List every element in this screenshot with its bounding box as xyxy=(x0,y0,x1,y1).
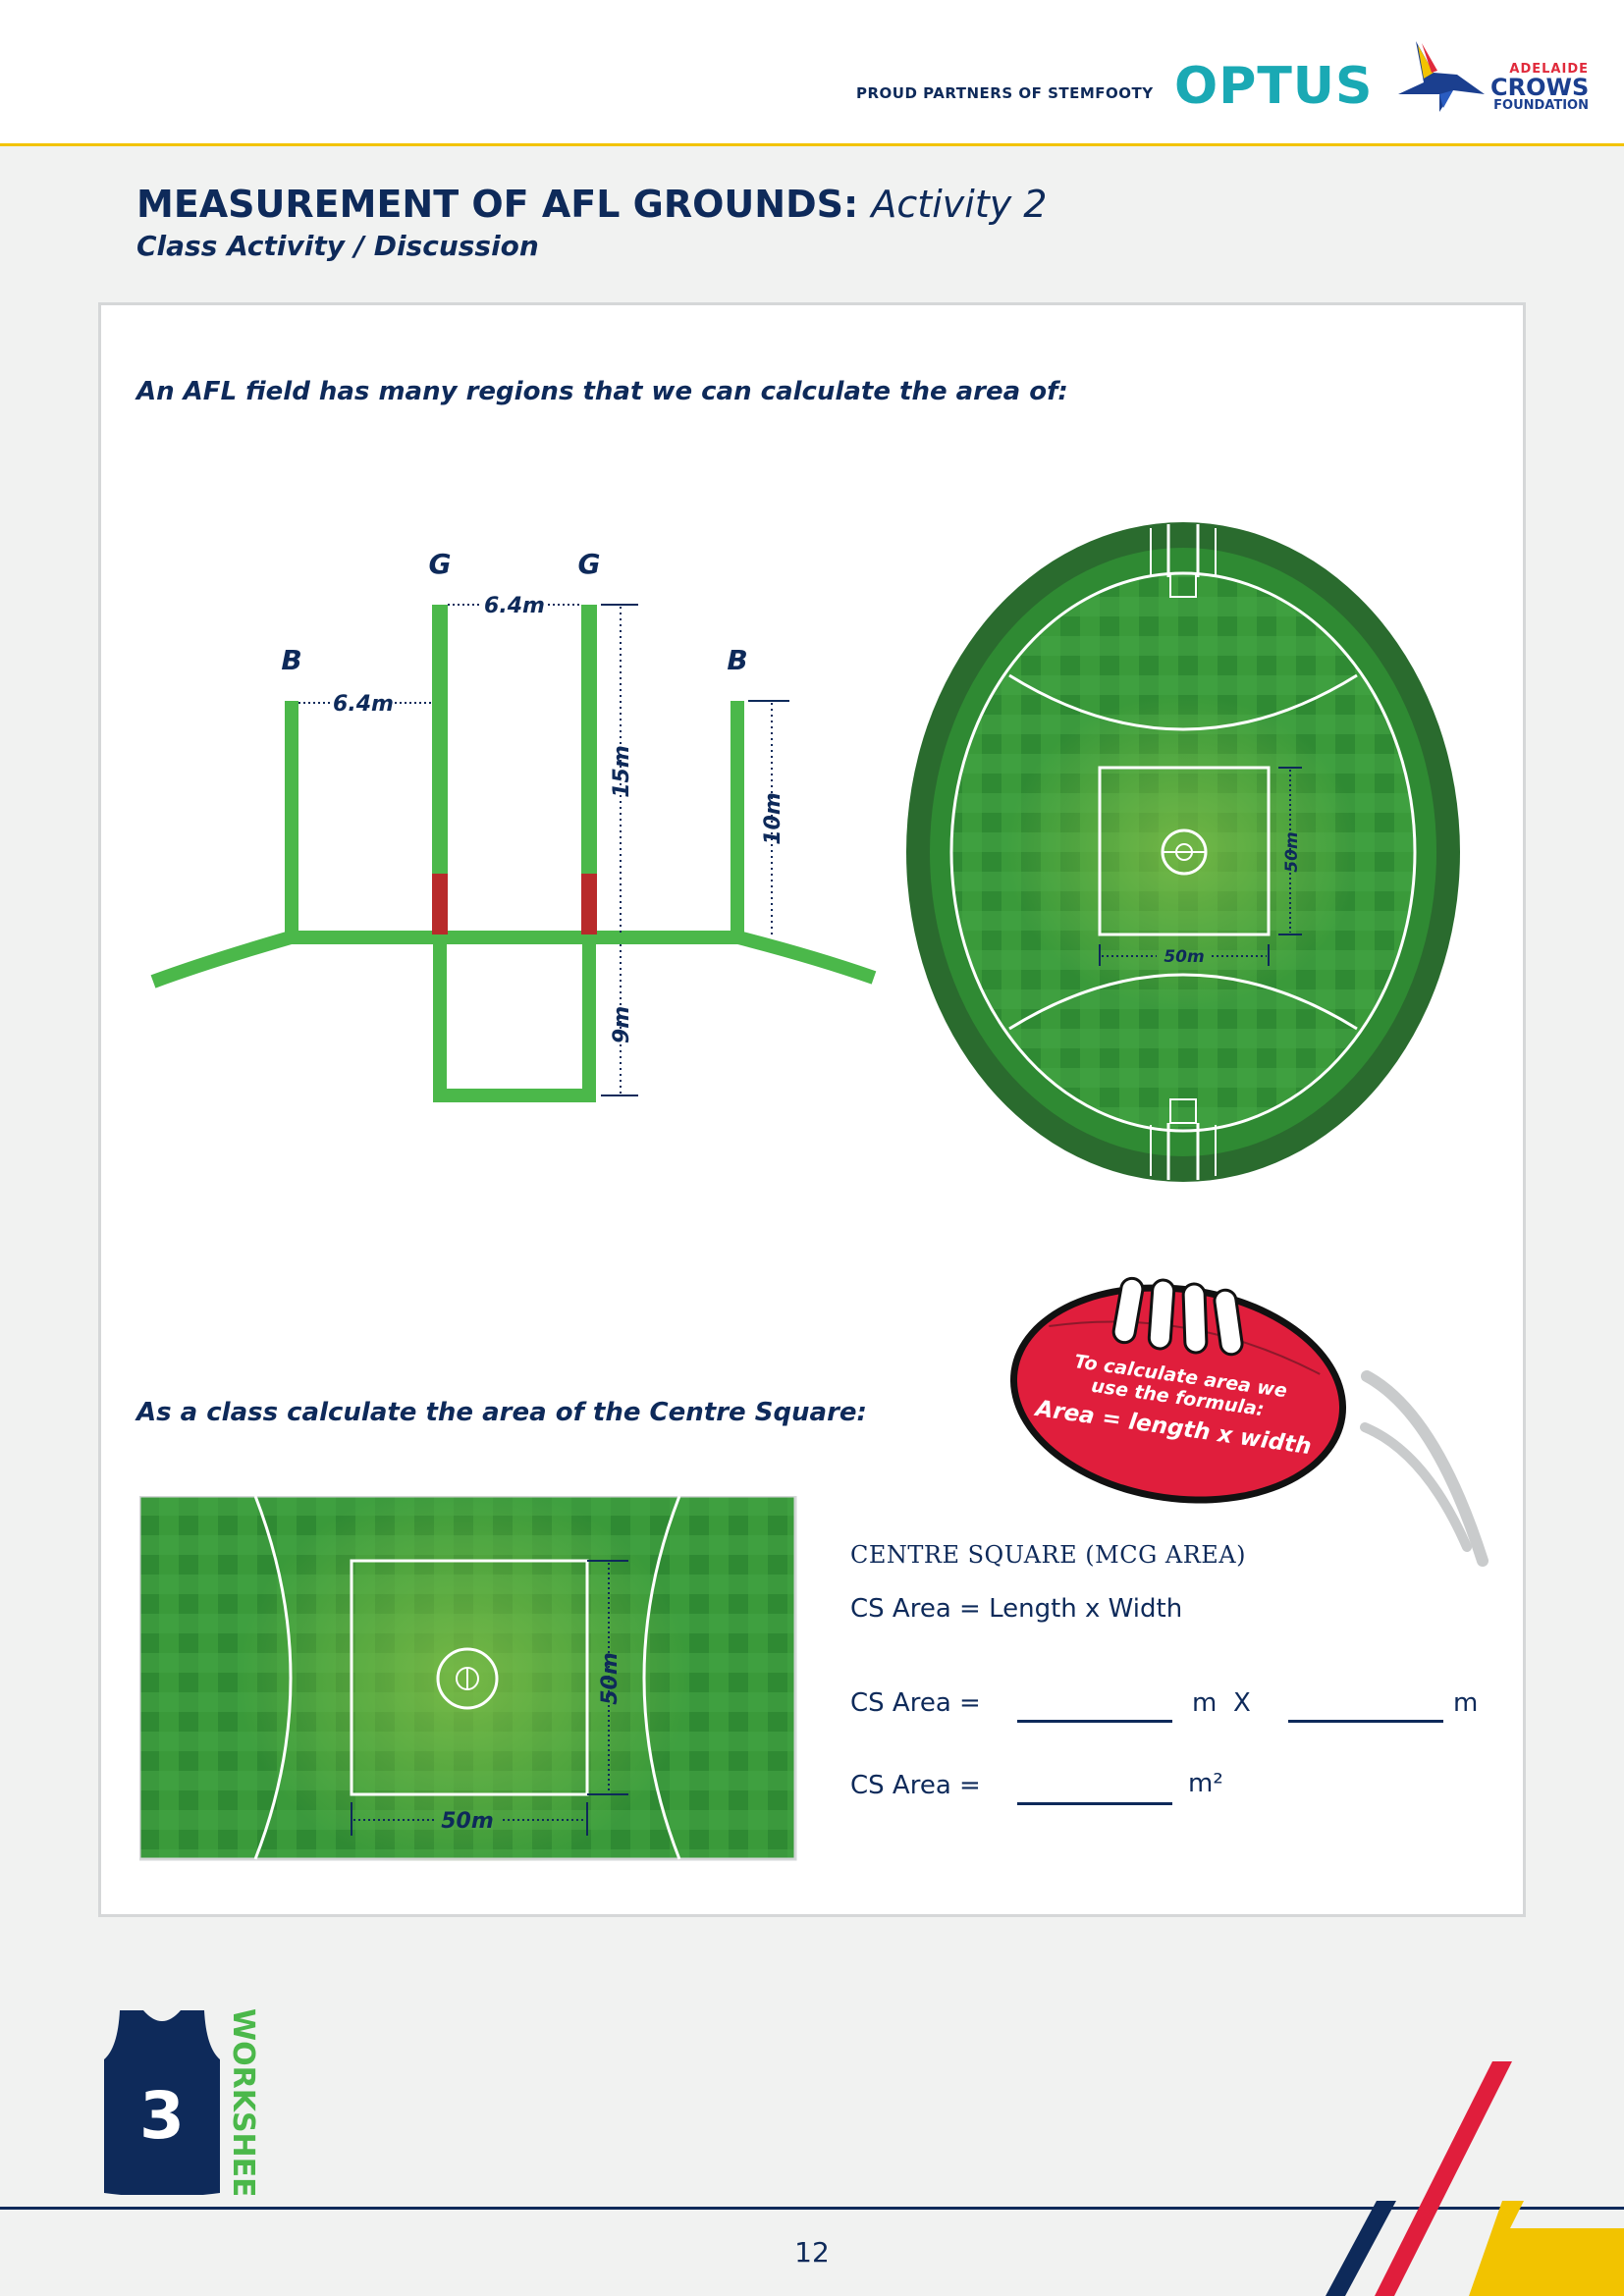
goal-post-right xyxy=(581,605,597,938)
football-laces-icon xyxy=(1111,1276,1244,1357)
crow-icon xyxy=(1398,41,1485,112)
goal-label-right: G xyxy=(578,548,601,580)
behind-post-right xyxy=(731,701,744,938)
goal-label-left: G xyxy=(429,548,452,580)
unit-m2: m² xyxy=(1188,1769,1223,1798)
jersey-icon: 3 xyxy=(104,2010,220,2195)
unit-m-2: m xyxy=(1453,1688,1479,1718)
cs-area-label-2: CS Area = xyxy=(850,1771,981,1800)
worksheet-label: WORKSHEET xyxy=(226,2008,260,2195)
length-answer-blank[interactable] xyxy=(1017,1720,1172,1723)
footer-divider xyxy=(0,2207,1624,2210)
oval-square-width-label: 50m xyxy=(1164,947,1204,967)
page-subtitle: Class Activity / Discussion xyxy=(136,230,539,262)
optus-logo: OPTUS xyxy=(1174,57,1374,116)
question-centre-square: As a class calculate the area of the Cen… xyxy=(136,1398,867,1427)
width-answer-blank[interactable] xyxy=(1288,1720,1443,1723)
goal-gap-label: 6.4m xyxy=(484,594,545,618)
oval-centre-square xyxy=(1098,766,1271,936)
cs-height-label: 50m xyxy=(598,1652,623,1705)
calculation-heading: CENTRE SQUARE (MCG AREA) xyxy=(850,1541,1246,1569)
question-regions: An AFL field has many regions that we ca… xyxy=(136,377,1068,406)
area-answer-blank[interactable] xyxy=(1017,1802,1172,1805)
football-formula-bubble: To calculate area we use the formula: Ar… xyxy=(1009,1276,1489,1567)
square-depth-label: 9m xyxy=(610,1006,634,1043)
times-sign: X xyxy=(1233,1688,1251,1718)
partner-text: PROUD PARTNERS OF STEMFOOTY xyxy=(856,84,1154,102)
behind-height-label: 10m xyxy=(761,792,785,845)
behind-label-right: B xyxy=(727,644,747,676)
cs-width-label: 50m xyxy=(441,1809,494,1834)
unit-m-1: m xyxy=(1192,1688,1218,1718)
crows-foundation-logo: ADELAIDE CROWS FOUNDATION xyxy=(1490,62,1590,113)
behind-label-left: B xyxy=(281,644,301,676)
goal-posts-diagram: B G G B 6.4m 6.4m 15m 10m 9m xyxy=(150,548,877,1102)
cs-area-label-1: CS Area = xyxy=(850,1688,981,1718)
worksheet-number: 3 xyxy=(139,2078,185,2154)
goal-post-left xyxy=(432,605,448,938)
oval-square-height-label: 50m xyxy=(1282,831,1302,872)
goal-height-label: 15m xyxy=(610,745,634,798)
cs-centre-square xyxy=(350,1559,589,1796)
centre-square-diagram: 50m 50m xyxy=(139,1496,797,1861)
behind-gap-label: 6.4m xyxy=(333,692,394,717)
decorative-stripes xyxy=(1326,2061,1624,2296)
page-header: PROUD PARTNERS OF STEMFOOTY OPTUS ADELAI… xyxy=(0,0,1624,146)
svg-text:WORKSHEET: WORKSHEET xyxy=(226,2008,260,2195)
oval-field-diagram: 50m 50m xyxy=(906,522,1460,1182)
behind-post-left xyxy=(285,701,298,938)
formula-line: CS Area = Length x Width xyxy=(850,1594,1183,1624)
page-number: 12 xyxy=(794,2236,830,2269)
page-title: MEASUREMENT OF AFL GROUNDS: Activity 2 xyxy=(136,183,1048,226)
